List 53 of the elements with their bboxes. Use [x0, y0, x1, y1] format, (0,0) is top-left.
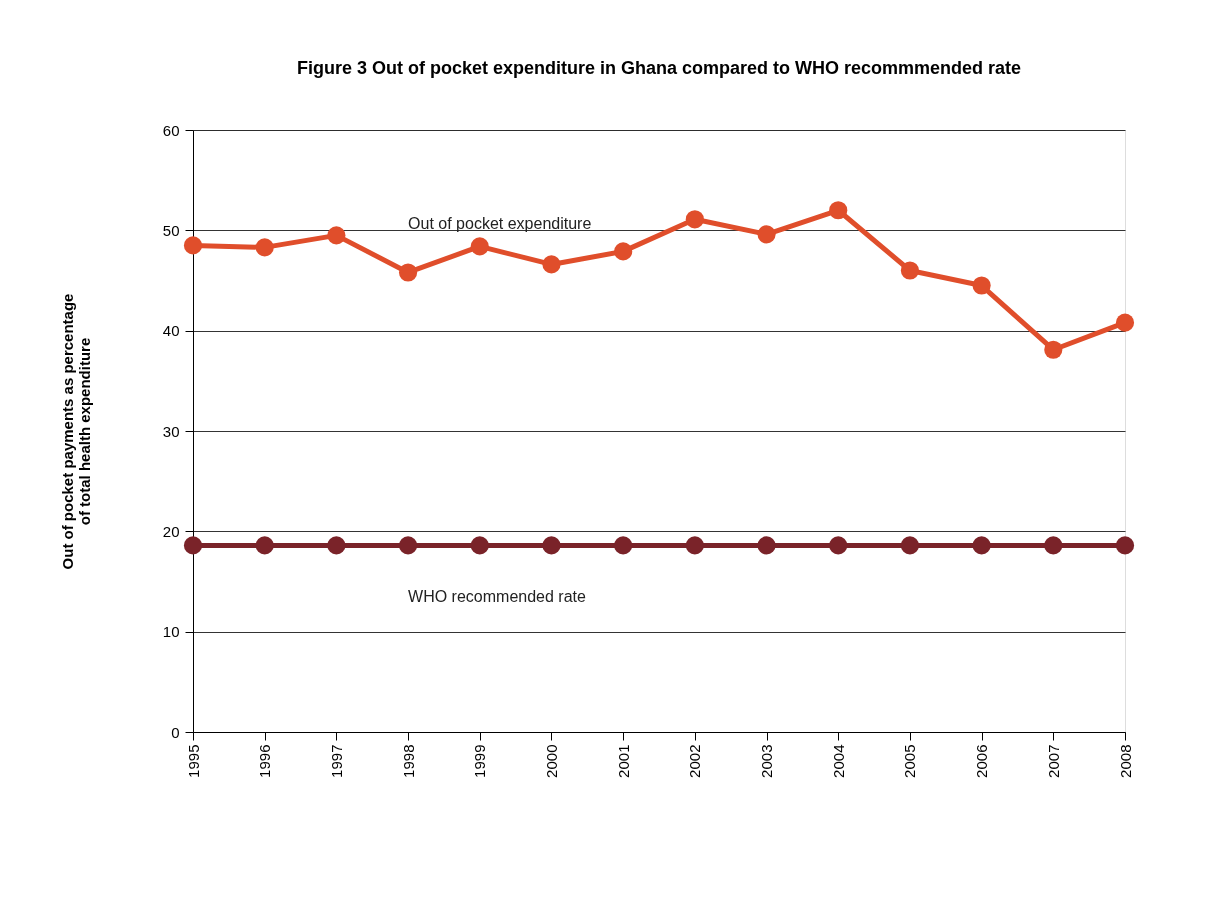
x-tick-label: 2006: [973, 744, 991, 778]
point: [757, 536, 776, 555]
x-tick-label: 2007: [1044, 744, 1062, 778]
point: [972, 536, 991, 555]
y-tick-label: 10: [162, 623, 180, 641]
point: [327, 226, 346, 245]
point: [398, 536, 418, 555]
point: [183, 236, 203, 255]
x-tick-label: 1999: [471, 744, 489, 778]
point: [255, 238, 274, 257]
point: [542, 255, 561, 274]
point: [398, 263, 418, 282]
point: [757, 225, 776, 244]
x-tick-label: 1998: [399, 744, 417, 778]
y-tick-label: 20: [162, 522, 180, 540]
y-tick-label: 0: [171, 723, 180, 741]
x-tick-label: 2000: [542, 744, 560, 778]
x-tick-label: 2002: [686, 744, 704, 778]
y-axis-title: Out of pocket payments as percentage of total health expenditure: [58, 293, 93, 570]
x-tick-label: 2003: [758, 744, 776, 778]
point: [542, 536, 561, 555]
point: [900, 536, 920, 555]
x-tick-label: 2005: [901, 744, 919, 778]
x-tick-label: 1995: [184, 744, 202, 778]
point: [685, 536, 704, 555]
point: [1115, 536, 1135, 555]
x-tick-label: 2004: [829, 744, 847, 778]
point: [685, 210, 704, 229]
y-tick-label: 60: [162, 121, 180, 139]
chart-title: Figure 3 Out of pocket expenditure in Ghana compared to WHO recommmended rate: [296, 58, 1022, 78]
point: [183, 536, 203, 555]
point: [470, 237, 489, 256]
y-tick-label: 50: [162, 221, 180, 239]
point: [470, 536, 489, 555]
point: [829, 201, 848, 220]
point: [829, 536, 848, 555]
x-tick-label: 1997: [327, 744, 345, 778]
series-label: Out of pocket expenditure: [408, 215, 592, 233]
point: [1044, 536, 1063, 555]
point: [255, 536, 274, 555]
x-tick-label: 2008: [1116, 744, 1134, 778]
x-tick-label: 1996: [256, 744, 274, 778]
x-tick-label: 2001: [614, 744, 632, 778]
y-tick-label: 40: [162, 322, 180, 340]
point: [972, 276, 991, 295]
point: [614, 242, 633, 261]
text: WHO recommended rate: [408, 588, 587, 606]
point: [327, 536, 346, 555]
y-tick-label: 30: [162, 422, 180, 440]
point: [1115, 313, 1135, 332]
point: [614, 536, 633, 555]
point: [1044, 340, 1063, 359]
point: [900, 261, 920, 280]
